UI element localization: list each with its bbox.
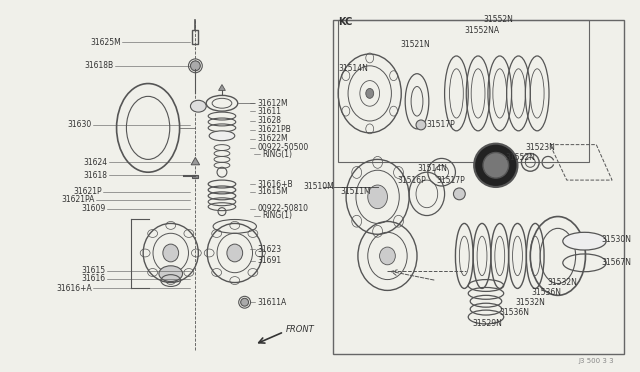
Ellipse shape bbox=[163, 244, 179, 262]
Ellipse shape bbox=[368, 185, 387, 209]
Text: 31616+B: 31616+B bbox=[257, 180, 293, 189]
Text: 31616+A: 31616+A bbox=[56, 284, 92, 293]
Bar bbox=[193, 175, 198, 178]
Ellipse shape bbox=[563, 232, 606, 250]
Text: 31511M: 31511M bbox=[340, 187, 371, 196]
Text: KC: KC bbox=[338, 17, 353, 28]
Text: 31552N: 31552N bbox=[506, 153, 536, 162]
Text: 31532N: 31532N bbox=[547, 278, 577, 287]
Text: 31618B: 31618B bbox=[84, 61, 114, 70]
Text: 31517P: 31517P bbox=[427, 121, 456, 129]
Text: 31567N: 31567N bbox=[601, 258, 631, 267]
Ellipse shape bbox=[474, 144, 518, 187]
Text: 31552N: 31552N bbox=[483, 15, 513, 24]
Text: 31536N: 31536N bbox=[500, 308, 530, 317]
Text: 31691: 31691 bbox=[257, 256, 282, 265]
Text: 31630: 31630 bbox=[68, 121, 92, 129]
Text: FRONT: FRONT bbox=[286, 326, 315, 334]
Circle shape bbox=[454, 188, 465, 200]
Text: 31618: 31618 bbox=[84, 171, 108, 180]
Bar bbox=[193, 31, 198, 44]
Text: 00922-50500: 00922-50500 bbox=[257, 143, 308, 152]
Bar bbox=[338, 19, 589, 162]
Text: 31552NA: 31552NA bbox=[464, 26, 499, 35]
Circle shape bbox=[416, 120, 426, 130]
Text: 31621P: 31621P bbox=[73, 187, 102, 196]
Text: 31516P: 31516P bbox=[397, 176, 426, 185]
Text: 31624: 31624 bbox=[84, 158, 108, 167]
Text: 31521N: 31521N bbox=[400, 40, 430, 49]
Text: 00922-50810: 00922-50810 bbox=[257, 204, 308, 213]
Text: 31612M: 31612M bbox=[257, 99, 288, 108]
Ellipse shape bbox=[227, 244, 243, 262]
Text: 31514N: 31514N bbox=[417, 164, 447, 173]
Text: 31621PA: 31621PA bbox=[61, 195, 95, 204]
Text: 31510M: 31510M bbox=[304, 183, 335, 192]
Text: 31529N: 31529N bbox=[472, 320, 502, 328]
Ellipse shape bbox=[191, 100, 206, 112]
Text: 31615: 31615 bbox=[82, 266, 106, 275]
Text: RING(1): RING(1) bbox=[262, 211, 292, 220]
Text: 31517P: 31517P bbox=[436, 176, 465, 185]
Text: 31609: 31609 bbox=[81, 204, 106, 213]
Text: 31628: 31628 bbox=[257, 116, 282, 125]
Text: 31625M: 31625M bbox=[91, 38, 122, 46]
Text: 31615M: 31615M bbox=[257, 187, 288, 196]
Ellipse shape bbox=[483, 153, 509, 178]
Text: 31523N: 31523N bbox=[525, 143, 556, 152]
Text: 31611A: 31611A bbox=[257, 298, 287, 307]
Ellipse shape bbox=[380, 247, 396, 265]
Text: RING(1): RING(1) bbox=[262, 150, 292, 159]
Bar bbox=[333, 19, 624, 355]
Text: J3 500 3 3: J3 500 3 3 bbox=[579, 358, 614, 364]
Text: 31514N: 31514N bbox=[338, 64, 368, 73]
Text: 31616: 31616 bbox=[82, 274, 106, 283]
Text: 31536N: 31536N bbox=[531, 288, 561, 297]
Ellipse shape bbox=[209, 131, 235, 141]
Ellipse shape bbox=[366, 89, 374, 98]
Circle shape bbox=[241, 298, 248, 306]
Text: 31611: 31611 bbox=[257, 107, 282, 116]
Text: 31621PB: 31621PB bbox=[257, 125, 291, 134]
Text: 31623: 31623 bbox=[257, 244, 282, 254]
Circle shape bbox=[191, 61, 200, 71]
Ellipse shape bbox=[159, 266, 182, 282]
Text: 31532N: 31532N bbox=[515, 298, 545, 307]
Text: 31622M: 31622M bbox=[257, 134, 288, 143]
Text: 31530N: 31530N bbox=[601, 235, 631, 244]
